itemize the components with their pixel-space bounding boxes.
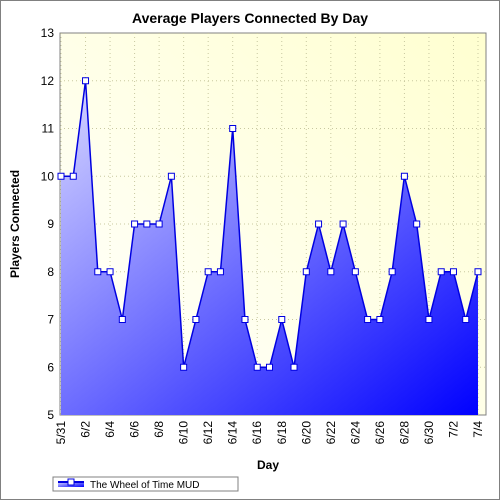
x-tick-label: 6/12	[201, 421, 215, 445]
data-point	[180, 363, 188, 371]
x-tick-label: 6/30	[422, 421, 436, 445]
x-tick-label: 6/4	[103, 421, 117, 438]
x-tick-label: 6/8	[152, 421, 166, 438]
x-tick-label: 6/22	[324, 421, 338, 445]
x-tick-label: 6/16	[250, 421, 264, 445]
data-point	[253, 363, 261, 371]
x-tick-label: 6/2	[79, 421, 93, 438]
data-point	[229, 125, 237, 132]
x-tick-label: 6/28	[397, 421, 411, 445]
area-fill	[61, 80, 478, 415]
data-point	[106, 268, 114, 276]
data-point	[204, 268, 212, 276]
data-point	[437, 268, 445, 276]
y-tick-label: 11	[42, 122, 55, 136]
data-point	[315, 220, 323, 228]
data-point	[364, 316, 372, 323]
data-point	[376, 316, 384, 323]
x-tick-label: 7/4	[471, 421, 485, 438]
data-point	[82, 77, 90, 85]
legend: The Wheel of Time MUD	[52, 476, 239, 492]
data-point	[266, 363, 273, 371]
x-tick-label: 6/14	[226, 421, 240, 445]
x-tick-label: 7/2	[446, 421, 460, 438]
data-point	[400, 172, 408, 180]
x-tick-label: 6/10	[177, 421, 191, 445]
x-tick-label: 6/6	[128, 421, 142, 438]
y-tick-label: 12	[41, 74, 55, 88]
y-tick-label: 13	[41, 26, 55, 40]
data-point	[118, 316, 126, 323]
y-tick-label: 9	[47, 217, 54, 231]
data-point	[155, 220, 163, 228]
data-point	[462, 316, 470, 323]
x-axis-ticks: 5/31 6/2 6/4 6/6 6/8 6/10 6/12 6/14 6/16 6/18 6/20…	[54, 421, 485, 445]
y-axis-ticks: 5 6 7 8 9 10 11 12 13	[41, 26, 55, 422]
y-tick-label: 7	[47, 313, 54, 327]
legend-swatch-marker	[67, 478, 75, 486]
x-tick-label: 6/20	[299, 421, 313, 445]
data-point	[351, 268, 359, 276]
data-point	[216, 268, 224, 276]
data-point	[57, 172, 65, 180]
legend-box	[52, 476, 239, 492]
data-point	[339, 220, 347, 228]
data-point	[278, 316, 286, 323]
data-point	[131, 220, 139, 228]
y-tick-label: 6	[47, 360, 54, 374]
x-tick-label: 6/24	[348, 421, 362, 445]
y-tick-label: 8	[47, 265, 54, 279]
y-tick-label: 10	[41, 169, 55, 183]
y-tick-label: 5	[47, 408, 54, 422]
data-point	[327, 268, 335, 276]
data-point	[302, 268, 310, 276]
x-tick-label: 6/26	[373, 421, 387, 445]
legend-label: The Wheel of Time MUD	[90, 480, 199, 491]
data-point	[192, 316, 200, 323]
series-points	[57, 77, 482, 371]
data-point	[241, 316, 249, 323]
y-axis-title: Players Connected	[8, 170, 22, 278]
data-point	[290, 363, 298, 371]
data-point	[425, 316, 433, 323]
data-point	[449, 268, 457, 276]
data-point	[413, 220, 421, 228]
data-point	[474, 268, 482, 276]
data-point	[388, 268, 396, 276]
data-point	[94, 268, 102, 276]
x-axis-title: Day	[257, 458, 279, 472]
x-tick-label: 6/18	[275, 421, 289, 445]
data-point	[69, 172, 77, 180]
x-tick-label: 5/31	[54, 421, 68, 445]
series-area	[61, 80, 478, 415]
data-point	[143, 220, 151, 228]
data-point	[167, 172, 175, 180]
chart-title: Average Players Connected By Day	[132, 10, 368, 26]
